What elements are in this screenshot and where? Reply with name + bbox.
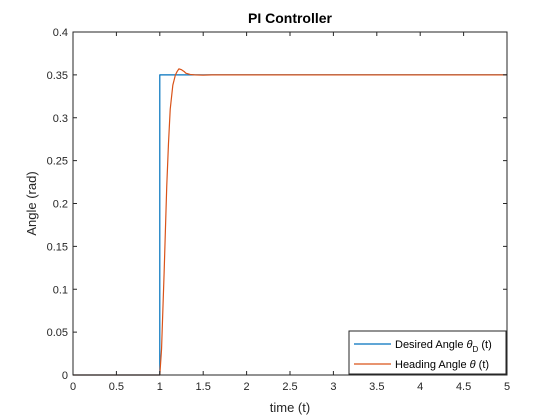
- y-tick-label: 0.3: [53, 113, 68, 125]
- x-tick-label: 0.5: [109, 381, 124, 393]
- y-tick-label: 0.4: [53, 27, 68, 39]
- y-tick-label: 0.1: [53, 284, 68, 296]
- x-tick-label: 1: [157, 381, 163, 393]
- x-axis-label: time (t): [270, 400, 310, 415]
- x-tick-label: 4: [417, 381, 423, 393]
- x-tick-label: 2.5: [282, 381, 297, 393]
- y-tick-label: 0.35: [47, 70, 68, 82]
- legend-label-main: Heading Angle: [395, 359, 470, 371]
- y-axis-label: Angle (rad): [24, 171, 39, 235]
- legend-label-2: Heading Angle θ (t): [395, 359, 489, 371]
- y-axis-ticks: 0 0.05 0.1 0.15 0.2 0.25 0.3 0.35 0.4: [47, 27, 507, 382]
- x-tick-label: 1.5: [196, 381, 211, 393]
- legend-label-tail: (t): [476, 359, 489, 371]
- legend-subscript: D: [473, 345, 479, 354]
- x-tick-label: 0: [70, 381, 76, 393]
- series-line-2: [73, 68, 507, 376]
- plot-area: [73, 32, 507, 375]
- legend-label-1: Desired Angle θD (t): [395, 339, 492, 354]
- chart-title: PI Controller: [248, 10, 333, 26]
- x-tick-label: 3: [330, 381, 336, 393]
- x-tick-label: 2: [244, 381, 250, 393]
- y-tick-label: 0.2: [53, 199, 68, 211]
- legend-box: [348, 330, 507, 375]
- legend-label-tail: (t): [478, 339, 491, 351]
- legend: Desired Angle θD (t)Heading Angle θ (t): [348, 330, 507, 375]
- y-tick-label: 0.15: [47, 241, 68, 253]
- y-tick-label: 0.05: [47, 327, 68, 339]
- legend-theta-symbol: θ: [467, 339, 473, 351]
- y-tick-label: 0: [62, 370, 68, 382]
- x-axis-ticks: 0 0.5 1 1.5 2 2.5 3 3.5 4 4.5 5: [70, 32, 510, 393]
- legend-label-main: Desired Angle: [395, 339, 467, 351]
- x-tick-label: 5: [504, 381, 510, 393]
- x-tick-label: 3.5: [369, 381, 384, 393]
- y-tick-label: 0.25: [47, 156, 68, 168]
- legend-theta-symbol: θ: [470, 359, 476, 371]
- x-tick-label: 4.5: [456, 381, 471, 393]
